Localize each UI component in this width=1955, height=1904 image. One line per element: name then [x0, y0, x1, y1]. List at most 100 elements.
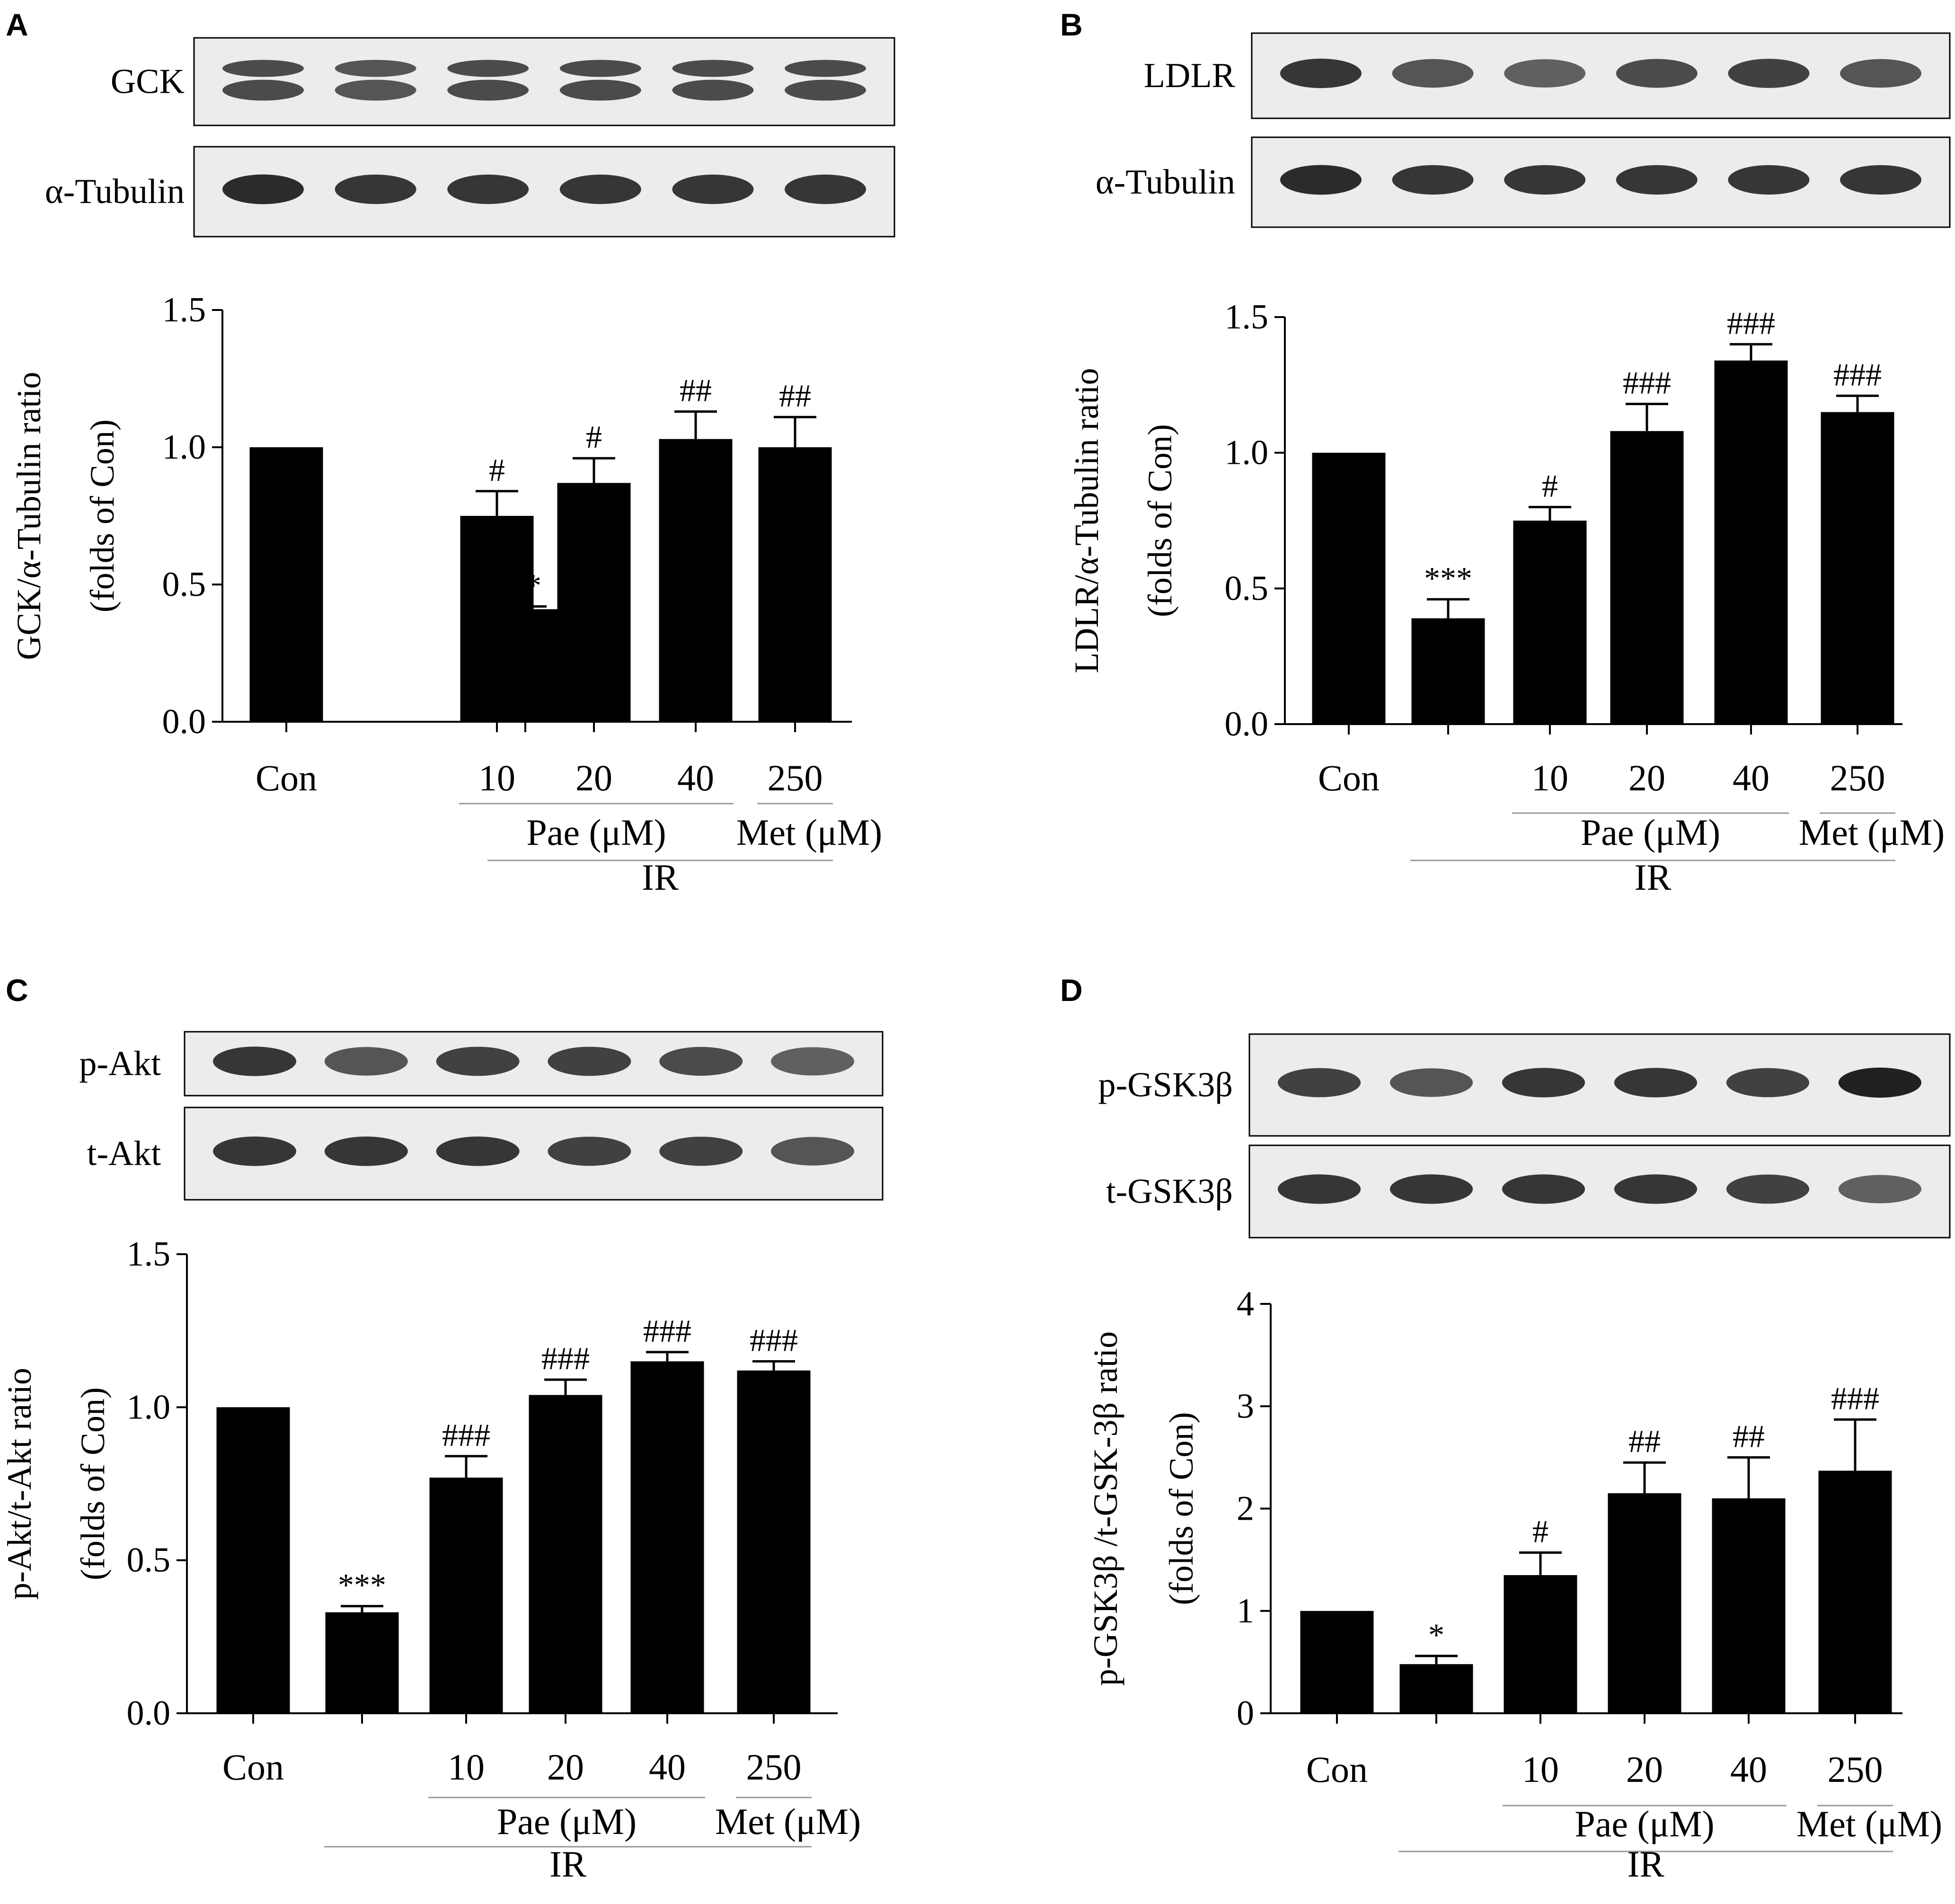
- significance-label: ##: [1733, 1418, 1765, 1454]
- blot-label: p-Akt: [79, 1045, 161, 1083]
- group-label: IR: [642, 857, 679, 898]
- western-blot-1: p-Akt: [79, 1031, 884, 1097]
- significance-label: ***: [338, 1567, 386, 1603]
- blot-band: [1280, 165, 1362, 195]
- blot-band: [1840, 165, 1921, 195]
- blot-band: [222, 60, 304, 77]
- blot-band: [1504, 165, 1586, 195]
- blot-band: [771, 1137, 854, 1166]
- x-tick-label: 20: [575, 757, 612, 798]
- x-tick-label: 40: [1730, 1749, 1767, 1790]
- bar: [1504, 1575, 1577, 1713]
- blot-band: [559, 174, 641, 204]
- bar-chart: 0 1 2 3 4 Con * #10 ## 20 ## 40 ### 250 Pae (μM) Met (μ…: [1087, 1284, 1942, 1885]
- x-tick-label: 40: [1733, 757, 1769, 798]
- blot-band: [213, 1046, 296, 1076]
- blot-band: [785, 80, 866, 101]
- significance-label: #: [489, 452, 505, 488]
- blot-band: [1389, 1068, 1473, 1097]
- panel-letter: A: [6, 7, 28, 42]
- blot-band: [222, 174, 304, 204]
- group-label: IR: [1628, 1843, 1664, 1885]
- significance-label: ###: [1831, 1380, 1879, 1416]
- blot-frame: [184, 1107, 884, 1201]
- y-tick-label: 0: [1237, 1694, 1254, 1733]
- blot-band: [447, 60, 529, 77]
- blot-frame: [193, 146, 895, 238]
- blot-band: [213, 1136, 296, 1166]
- y-tick-label: 0.5: [127, 1541, 171, 1580]
- bar: [758, 447, 832, 722]
- bar: [1300, 1611, 1374, 1713]
- bar: [737, 1370, 811, 1713]
- blot-band: [548, 1136, 631, 1166]
- x-tick-label: 20: [1628, 757, 1665, 798]
- blot-band: [335, 80, 416, 101]
- panels-root: AGCKα-Tubulin0.00.51.01.5Con**#10#20##40…: [0, 7, 1951, 1885]
- bar: [429, 1478, 503, 1713]
- panel-letter: C: [6, 973, 28, 1008]
- blot-label: GCK: [111, 62, 185, 101]
- panel-c: Cp-Akt t-Akt 0.0 0.5 1.0 1.5 Con *** ### 10 ### 20 #…: [0, 973, 884, 1885]
- bar: [1818, 1470, 1892, 1713]
- blot-band: [672, 174, 754, 204]
- x-tick-label: 20: [547, 1746, 584, 1788]
- y-tick-label: 4: [1237, 1284, 1254, 1323]
- bar: [1608, 1493, 1681, 1713]
- group-label: Met (μM): [736, 812, 882, 853]
- blot-band: [1389, 1174, 1473, 1204]
- x-tick-label: Con: [1318, 757, 1380, 798]
- y-tick-label: 1.0: [162, 428, 206, 467]
- bar: [1712, 1498, 1786, 1713]
- x-tick-label: 20: [1626, 1749, 1663, 1790]
- blot-band: [1728, 165, 1810, 195]
- blot-frame: [1248, 1144, 1951, 1239]
- blot-label: α-Tubulin: [1096, 163, 1235, 202]
- blot-band: [1614, 1068, 1698, 1098]
- y-tick-label: 0.0: [1225, 705, 1269, 744]
- y-tick-label: 0.5: [1225, 569, 1269, 608]
- blot-label: t-GSK3β: [1106, 1172, 1233, 1211]
- bar: [557, 483, 631, 722]
- y-tick-label: 0.0: [162, 702, 206, 741]
- group-label: Pae (μM): [526, 812, 666, 853]
- group-label: Pae (μM): [1581, 812, 1720, 853]
- blot-band: [1840, 59, 1921, 88]
- x-tick-label: 250: [1830, 757, 1885, 798]
- western-blot-2: α-Tubulin: [1096, 136, 1951, 228]
- blot-band: [1392, 59, 1474, 88]
- blot-band: [1278, 1068, 1361, 1098]
- bar: [529, 1395, 602, 1713]
- y-tick-label: 1: [1237, 1592, 1254, 1630]
- group-label: IR: [1635, 857, 1672, 898]
- group-label: Met (μM): [1799, 812, 1945, 853]
- blot-frame: [193, 37, 895, 126]
- blot-band: [1726, 1068, 1810, 1098]
- blot-band: [548, 1046, 631, 1076]
- blot-frame: [1248, 1033, 1951, 1137]
- y-tick-label: 0.0: [127, 1694, 171, 1733]
- blot-band: [447, 80, 529, 101]
- y-axis-title: (folds of Con): [74, 1387, 112, 1580]
- blot-band: [447, 174, 529, 204]
- bar: [325, 1612, 399, 1713]
- blot-band: [1616, 165, 1698, 195]
- significance-label: *: [1428, 1617, 1444, 1653]
- blot-band: [1502, 1174, 1585, 1204]
- blot-band: [659, 1047, 743, 1076]
- group-label: Met (μM): [1796, 1803, 1942, 1844]
- bar: [1610, 431, 1684, 724]
- blot-band: [559, 80, 641, 101]
- bar: [1411, 618, 1485, 724]
- bar: [460, 516, 534, 722]
- y-tick-label: 1.5: [127, 1235, 171, 1274]
- blot-band: [785, 60, 866, 77]
- bar: [249, 447, 323, 722]
- significance-label: #: [1542, 468, 1558, 504]
- blot-band: [1838, 1067, 1921, 1098]
- bar-chart: 0.0 0.5 1.0 1.5 Con *** ### 10 ### 20 ### 40 ### 250 P…: [0, 1235, 861, 1885]
- y-tick-label: 1.0: [1225, 434, 1269, 472]
- blot-band: [1726, 1174, 1810, 1204]
- significance-label: ***: [1424, 560, 1472, 596]
